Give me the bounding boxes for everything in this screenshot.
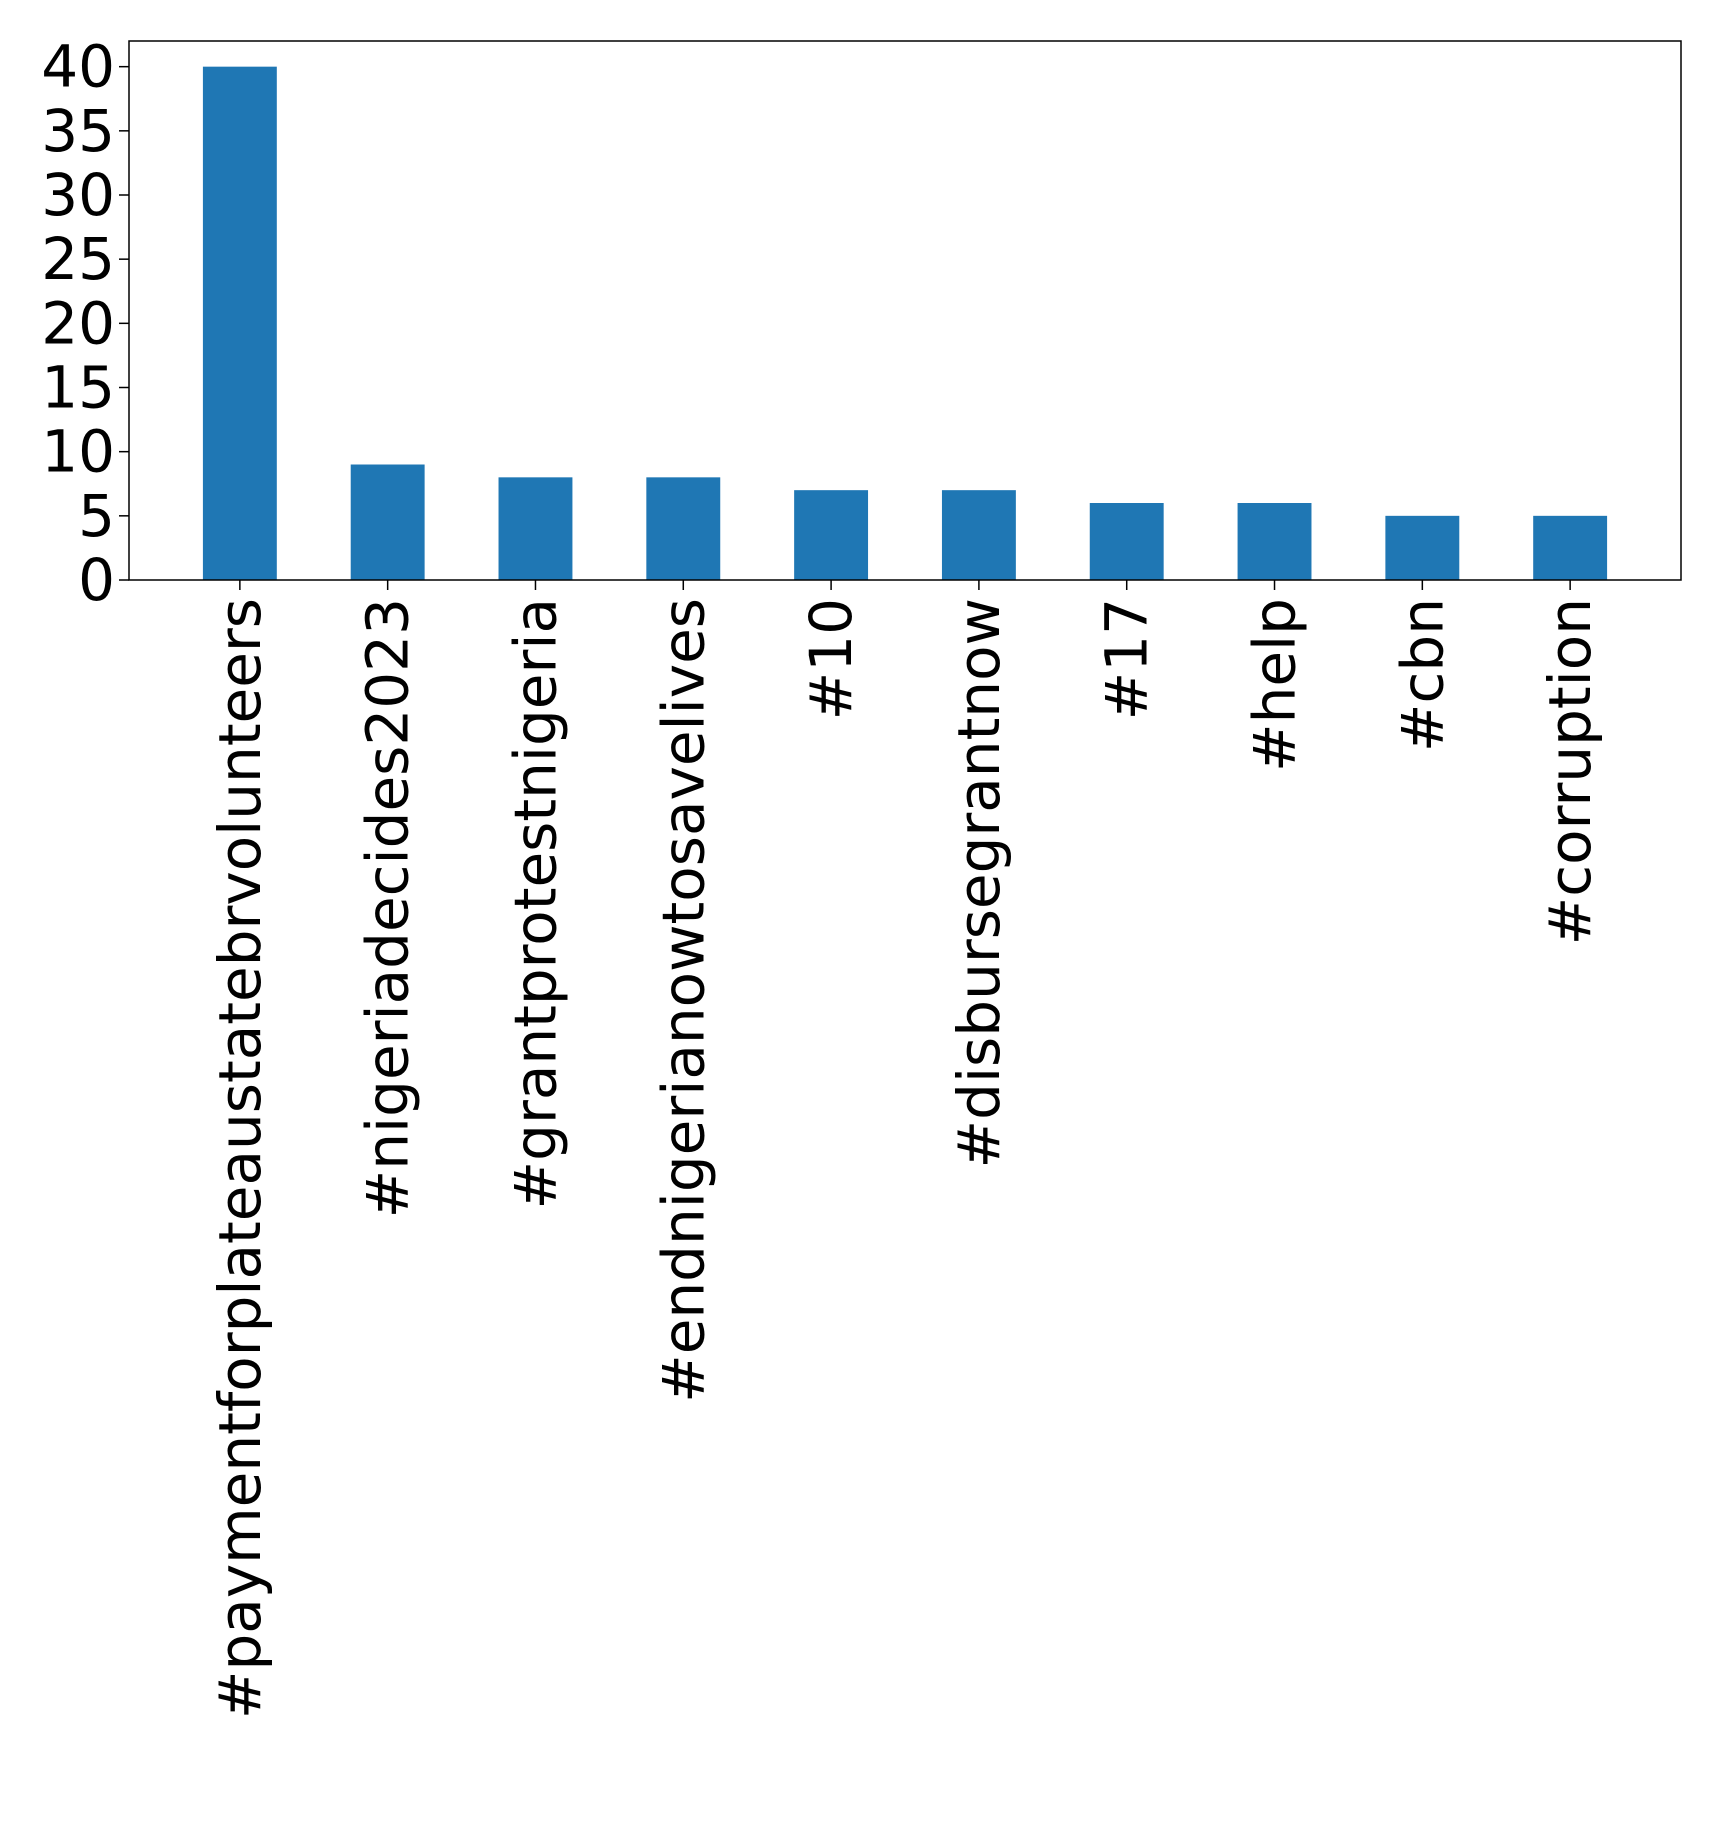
y-tick-label-8: 40 — [41, 33, 115, 101]
bar-1 — [350, 464, 425, 580]
bars-group — [202, 66, 1608, 580]
x-tick-label-4: #10 — [797, 598, 865, 720]
bar-6 — [1089, 503, 1164, 580]
x-tick-label-1: #nigeriadecides2023 — [354, 598, 422, 1218]
y-tick-label-0: 0 — [78, 546, 115, 614]
bar-0 — [202, 66, 277, 580]
y-tick-label-3: 15 — [41, 354, 115, 422]
y-tick-label-2: 10 — [41, 418, 115, 486]
x-tick-label-6: #17 — [1093, 598, 1161, 720]
x-tick-label-3: #endnigerianowtosavelives — [649, 598, 717, 1403]
bar-7 — [1237, 503, 1312, 580]
x-tick-label-9: #corruption — [1536, 598, 1604, 945]
y-tick-label-1: 5 — [78, 482, 115, 550]
y-tick-label-5: 25 — [41, 225, 115, 293]
bar-3 — [646, 477, 721, 580]
bar-8 — [1385, 515, 1460, 580]
plot-frame — [128, 40, 1682, 581]
bar-9 — [1533, 515, 1608, 580]
bar-5 — [941, 490, 1016, 580]
x-tick-label-0: #paymentforplateaustatebrvolunteers — [206, 598, 274, 1719]
y-tick-label-6: 30 — [41, 161, 115, 229]
y-tick-label-4: 20 — [41, 289, 115, 357]
x-tick-label-8: #cbn — [1388, 598, 1456, 752]
x-tick-label-5: #disbursegrantnow — [945, 598, 1013, 1168]
bar-4 — [794, 490, 869, 580]
y-tick-label-7: 35 — [41, 97, 115, 165]
x-tick-label-2: #grantprotestnigeria — [501, 598, 569, 1209]
x-axis: #paymentforplateaustatebrvolunteers #nige… — [206, 580, 1604, 1719]
x-tick-label-7: #help — [1241, 598, 1309, 772]
bar-2 — [498, 477, 573, 580]
